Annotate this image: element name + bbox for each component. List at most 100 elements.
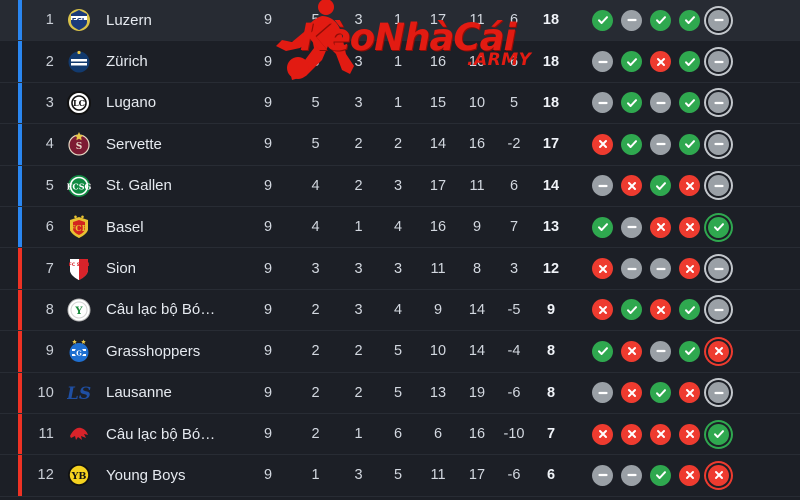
form-draw-icon[interactable] xyxy=(592,382,613,404)
form-win-icon[interactable] xyxy=(650,9,671,31)
team-name[interactable]: Luzern xyxy=(106,11,152,29)
team-name[interactable]: Lugano xyxy=(106,94,157,112)
form-draw-icon[interactable] xyxy=(650,92,671,114)
svg-text:S: S xyxy=(76,142,83,152)
form-draw-icon[interactable] xyxy=(621,9,642,31)
recent-form xyxy=(592,92,729,114)
table-row[interactable]: 11 Câu lạc bộ Bó… 9 2 1 6 6 16 -10 7 xyxy=(0,413,800,456)
form-draw-icon[interactable] xyxy=(592,464,613,486)
form-draw-icon[interactable] xyxy=(708,9,729,31)
form-loss-icon[interactable] xyxy=(650,299,671,321)
form-draw-icon[interactable] xyxy=(592,175,613,197)
form-draw-icon[interactable] xyxy=(708,133,729,155)
svg-text:FCL: FCL xyxy=(72,17,87,25)
form-loss-icon[interactable] xyxy=(621,175,642,197)
form-win-icon[interactable] xyxy=(650,464,671,486)
form-win-icon[interactable] xyxy=(650,175,671,197)
form-draw-icon[interactable] xyxy=(650,340,671,362)
team-name[interactable]: Zürich xyxy=(106,53,148,71)
form-loss-icon[interactable] xyxy=(650,216,671,238)
form-loss-icon[interactable] xyxy=(679,258,700,280)
lost-cell: 3 xyxy=(393,177,403,194)
lost-cell: 1 xyxy=(393,12,403,29)
form-draw-icon[interactable] xyxy=(592,51,613,73)
form-win-icon[interactable] xyxy=(679,92,700,114)
form-win-icon[interactable] xyxy=(592,216,613,238)
form-loss-icon[interactable] xyxy=(592,133,613,155)
table-row[interactable]: 2 Zürich 9 5 3 1 16 10 6 18 xyxy=(0,41,800,83)
form-draw-icon[interactable] xyxy=(708,51,729,73)
form-win-icon[interactable] xyxy=(592,9,613,31)
form-loss-icon[interactable] xyxy=(621,340,642,362)
team-name[interactable]: Basel xyxy=(106,218,144,236)
form-win-icon[interactable] xyxy=(679,9,700,31)
form-win-icon[interactable] xyxy=(592,340,613,362)
won-cell: 3 xyxy=(311,260,320,277)
form-draw-icon[interactable] xyxy=(621,258,642,280)
form-loss-icon[interactable] xyxy=(679,464,700,486)
table-row[interactable]: 10 LS Lausanne 9 2 2 5 13 19 -6 8 xyxy=(0,372,800,414)
form-win-icon[interactable] xyxy=(650,382,671,404)
table-row[interactable]: 1 FCL Luzern 9 5 3 1 17 11 6 18 xyxy=(0,0,800,42)
form-loss-icon[interactable] xyxy=(592,423,613,445)
lausanne-sport-crest: LS xyxy=(62,381,96,405)
form-draw-icon[interactable] xyxy=(708,92,729,114)
goal-difference-cell: 6 xyxy=(509,177,519,194)
form-loss-icon[interactable] xyxy=(621,423,642,445)
form-win-icon[interactable] xyxy=(679,133,700,155)
form-loss-icon[interactable] xyxy=(621,382,642,404)
played-cell: 9 xyxy=(263,343,273,360)
form-win-icon[interactable] xyxy=(621,133,642,155)
form-win-icon[interactable] xyxy=(621,299,642,321)
recent-form xyxy=(592,216,729,238)
team-name[interactable]: Lausanne xyxy=(106,384,172,402)
form-draw-icon[interactable] xyxy=(708,258,729,280)
form-loss-icon[interactable] xyxy=(592,258,613,280)
form-draw-icon[interactable] xyxy=(650,258,671,280)
form-draw-icon[interactable] xyxy=(592,92,613,114)
form-win-icon[interactable] xyxy=(679,51,700,73)
fc-zurich-crest xyxy=(62,50,96,74)
form-win-icon[interactable] xyxy=(679,299,700,321)
table-row[interactable]: 7 FC SION Sion 9 3 3 3 11 8 3 12 xyxy=(0,248,800,290)
table-row[interactable]: 6 FCB Basel 9 4 1 4 16 9 7 13 xyxy=(0,206,800,249)
form-win-icon[interactable] xyxy=(679,340,700,362)
form-draw-icon[interactable] xyxy=(621,216,642,238)
svg-text:YB: YB xyxy=(71,471,87,482)
form-loss-icon[interactable] xyxy=(679,382,700,404)
form-draw-icon[interactable] xyxy=(708,299,729,321)
form-win-icon[interactable] xyxy=(708,216,729,238)
team-name[interactable]: St. Gallen xyxy=(106,177,172,195)
form-loss-icon[interactable] xyxy=(650,423,671,445)
table-row[interactable]: 3 LC Lugano 9 5 3 1 15 10 5 18 xyxy=(0,82,800,125)
form-win-icon[interactable] xyxy=(708,423,729,445)
played-cell: 9 xyxy=(263,426,273,443)
fc-st-gallen-crest: FCSG xyxy=(62,174,96,198)
team-name[interactable]: Servette xyxy=(106,135,162,153)
form-loss-icon[interactable] xyxy=(650,51,671,73)
team-name[interactable]: Câu lạc bộ Bó… xyxy=(106,301,216,319)
table-row[interactable]: 5 FCSG St. Gallen 9 4 2 3 17 11 6 14 xyxy=(0,165,800,207)
form-loss-icon[interactable] xyxy=(679,423,700,445)
form-loss-icon[interactable] xyxy=(679,175,700,197)
form-win-icon[interactable] xyxy=(621,51,642,73)
table-row[interactable]: 4 S Servette 9 5 2 2 14 16 -2 17 xyxy=(0,124,800,166)
form-loss-icon[interactable] xyxy=(708,340,729,362)
form-loss-icon[interactable] xyxy=(592,299,613,321)
goals-for-cell: 17 xyxy=(429,12,447,29)
team-name[interactable]: Grasshoppers xyxy=(106,342,201,360)
form-draw-icon[interactable] xyxy=(708,175,729,197)
team-name[interactable]: Sion xyxy=(106,260,137,278)
table-row[interactable]: 8 Y Câu lạc bộ Bó… 9 2 3 4 9 14 -5 9 xyxy=(0,289,800,332)
table-row[interactable]: 12 YB Young Boys 9 1 3 5 11 17 -6 6 xyxy=(0,455,800,497)
table-row[interactable]: 9 G Grasshoppers 9 2 2 5 10 14 -4 8 xyxy=(0,331,800,373)
team-name[interactable]: Young Boys xyxy=(106,466,186,484)
form-loss-icon[interactable] xyxy=(679,216,700,238)
form-draw-icon[interactable] xyxy=(650,133,671,155)
team-name[interactable]: Câu lạc bộ Bó… xyxy=(106,425,216,443)
drawn-cell: 3 xyxy=(354,301,363,318)
form-win-icon[interactable] xyxy=(621,92,642,114)
form-draw-icon[interactable] xyxy=(621,464,642,486)
form-draw-icon[interactable] xyxy=(708,382,729,404)
form-loss-icon[interactable] xyxy=(708,464,729,486)
